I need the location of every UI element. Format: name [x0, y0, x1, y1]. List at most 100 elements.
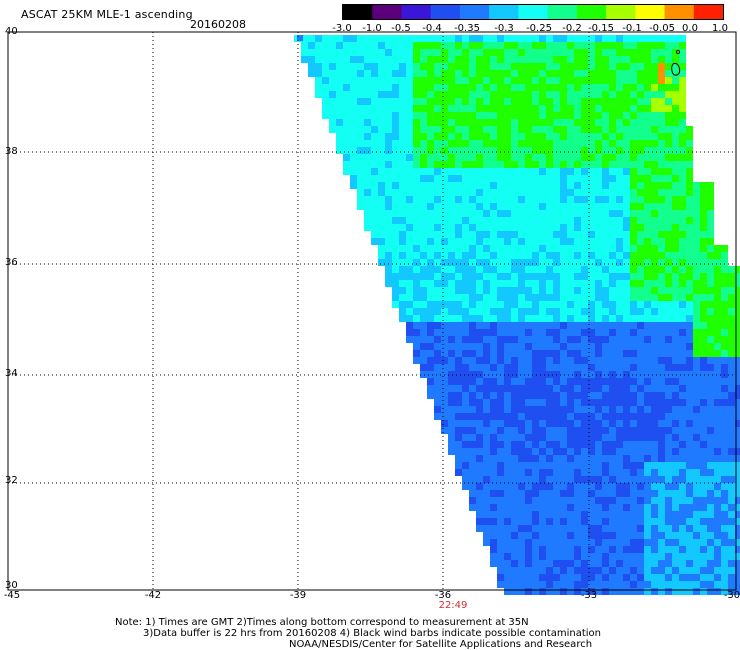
- swath-pixel: [560, 371, 567, 378]
- swath-pixel: [686, 336, 693, 343]
- swath-pixel: [560, 427, 567, 434]
- swath-pixel: [546, 294, 553, 301]
- swath-pixel: [350, 154, 357, 161]
- swath-pixel: [672, 224, 679, 231]
- swath-pixel: [490, 189, 497, 196]
- swath-pixel: [616, 539, 623, 546]
- swath-pixel: [658, 350, 665, 357]
- swath-pixel: [518, 322, 525, 329]
- swath-pixel: [665, 35, 672, 42]
- swath-pixel: [511, 294, 518, 301]
- swath-pixel: [567, 427, 574, 434]
- swath-pixel: [581, 301, 588, 308]
- swath-pixel: [595, 490, 602, 497]
- swath-pixel: [553, 378, 560, 385]
- swath-pixel: [378, 133, 385, 140]
- swath-pixel: [665, 217, 672, 224]
- swath-pixel: [616, 56, 623, 63]
- swath-pixel: [588, 189, 595, 196]
- swath-pixel: [329, 119, 336, 126]
- swath-pixel: [497, 560, 504, 567]
- swath-pixel: [707, 252, 714, 259]
- swath-pixel: [707, 399, 714, 406]
- swath-pixel: [497, 448, 504, 455]
- map-title: ASCAT 25KM MLE-1 ascending: [21, 8, 193, 21]
- swath-pixel: [413, 189, 420, 196]
- swath-pixel: [616, 315, 623, 322]
- swath-pixel: [672, 574, 679, 581]
- swath-pixel: [539, 140, 546, 147]
- swath-pixel: [588, 427, 595, 434]
- swath-pixel: [420, 91, 427, 98]
- swath-pixel: [427, 336, 434, 343]
- swath-pixel: [392, 105, 399, 112]
- swath-pixel: [539, 287, 546, 294]
- swath-pixel: [644, 546, 651, 553]
- swath-pixel: [357, 105, 364, 112]
- swath-pixel: [462, 238, 469, 245]
- swath-pixel: [553, 196, 560, 203]
- swath-pixel: [588, 259, 595, 266]
- swath-pixel: [455, 133, 462, 140]
- swath-pixel: [448, 42, 455, 49]
- swath-pixel: [679, 539, 686, 546]
- swath-pixel: [539, 231, 546, 238]
- swath-pixel: [455, 140, 462, 147]
- swath-pixel: [651, 567, 658, 574]
- swath-pixel: [588, 238, 595, 245]
- swath-pixel: [546, 560, 553, 567]
- swath-pixel: [392, 161, 399, 168]
- swath-pixel: [567, 406, 574, 413]
- swath-pixel: [420, 203, 427, 210]
- swath-pixel: [539, 469, 546, 476]
- colorbar-swatches: [343, 5, 723, 19]
- swath-pixel: [483, 42, 490, 49]
- swath-pixel: [525, 231, 532, 238]
- swath-pixel: [343, 70, 350, 77]
- swath-pixel: [665, 203, 672, 210]
- swath-pixel: [434, 238, 441, 245]
- swath-pixel: [623, 504, 630, 511]
- swath-pixel: [483, 259, 490, 266]
- swath-pixel: [651, 483, 658, 490]
- swath-pixel: [476, 462, 483, 469]
- swath-pixel: [497, 112, 504, 119]
- swath-pixel: [490, 385, 497, 392]
- swath-pixel: [553, 112, 560, 119]
- swath-pixel: [721, 553, 728, 560]
- swath-pixel: [686, 301, 693, 308]
- swath-pixel: [637, 203, 644, 210]
- swath-pixel: [651, 357, 658, 364]
- swath-pixel: [420, 182, 427, 189]
- swath-pixel: [525, 392, 532, 399]
- swath-pixel: [329, 70, 336, 77]
- swath-pixel: [434, 175, 441, 182]
- swath-pixel: [665, 175, 672, 182]
- swath-pixel: [448, 231, 455, 238]
- swath-pixel: [434, 329, 441, 336]
- swath-pixel: [637, 378, 644, 385]
- swath-pixel: [616, 364, 623, 371]
- swath-pixel: [714, 455, 721, 462]
- swath-pixel: [504, 469, 511, 476]
- swath-pixel: [399, 70, 406, 77]
- swath-pixel: [532, 119, 539, 126]
- swath-pixel: [686, 161, 693, 168]
- swath-pixel: [595, 91, 602, 98]
- swath-pixel: [476, 357, 483, 364]
- swath-pixel: [721, 504, 728, 511]
- swath-pixel: [651, 462, 658, 469]
- swath-pixel: [497, 182, 504, 189]
- swath-pixel: [630, 217, 637, 224]
- swath-pixel: [616, 581, 623, 588]
- swath-pixel: [658, 434, 665, 441]
- swath-pixel: [637, 385, 644, 392]
- swath-pixel: [693, 581, 700, 588]
- swath-pixel: [378, 112, 385, 119]
- swath-pixel: [539, 532, 546, 539]
- swath-pixel: [518, 112, 525, 119]
- swath-pixel: [714, 259, 721, 266]
- swath-pixel: [539, 189, 546, 196]
- swath-pixel: [700, 539, 707, 546]
- swath-pixel: [532, 392, 539, 399]
